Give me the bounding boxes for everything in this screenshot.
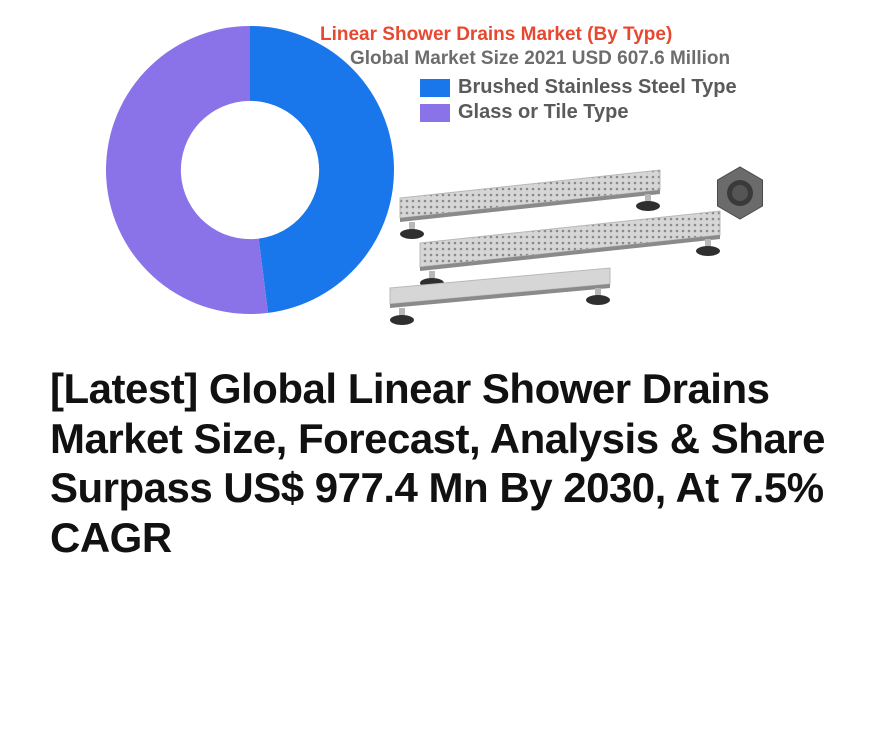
product-svg xyxy=(380,138,800,328)
legend-item: Glass or Tile Type xyxy=(420,101,839,124)
chart-legend: Brushed Stainless Steel TypeGlass or Til… xyxy=(420,76,839,124)
pipe-nut xyxy=(717,167,762,219)
chart-subtitle: Global Market Size 2021 USD 607.6 Millio… xyxy=(350,48,839,70)
legend-label: Glass or Tile Type xyxy=(458,101,628,124)
legend-label: Brushed Stainless Steel Type xyxy=(458,76,737,99)
donut-slice xyxy=(250,26,394,313)
drain-bar xyxy=(390,268,610,325)
legend-swatch xyxy=(420,79,450,97)
chart-meta: Linear Shower Drains Market (By Type) Gl… xyxy=(410,20,839,328)
donut-svg xyxy=(100,20,400,320)
donut-slice xyxy=(106,26,268,314)
product-illustration xyxy=(380,138,800,328)
article-headline: [Latest] Global Linear Shower Drains Mar… xyxy=(50,364,839,562)
legend-swatch xyxy=(420,104,450,122)
legend-item: Brushed Stainless Steel Type xyxy=(420,76,839,99)
chart-row: Linear Shower Drains Market (By Type) Gl… xyxy=(40,20,839,328)
donut-chart xyxy=(100,20,400,320)
